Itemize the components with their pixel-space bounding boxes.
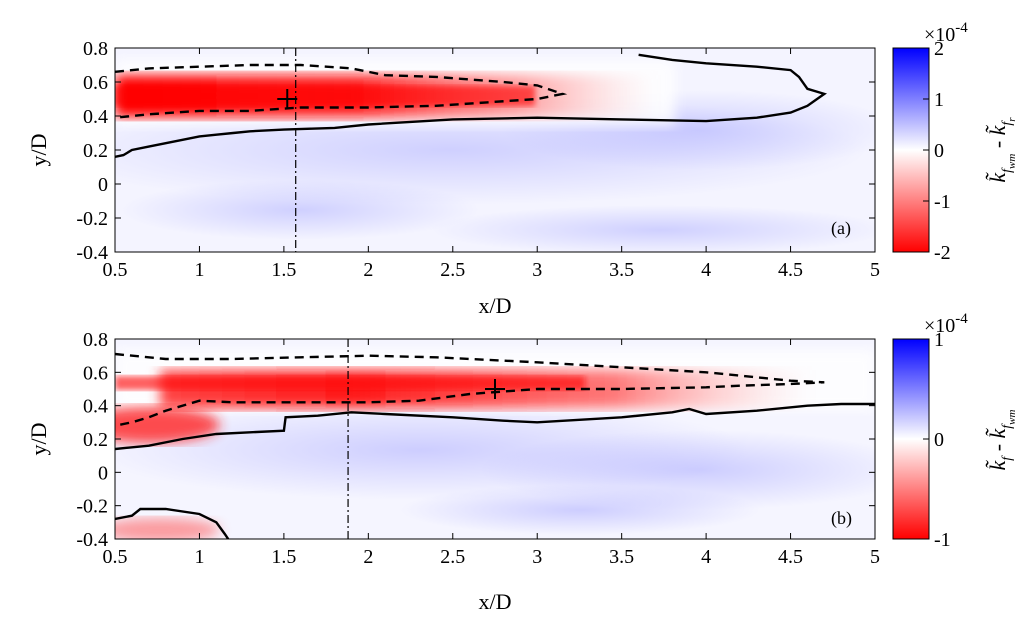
y-tick-label: 0.2 xyxy=(83,140,108,162)
colorbar-tick-label: -2 xyxy=(934,242,951,264)
x-tick-label: 2.5 xyxy=(440,259,465,281)
x-tick-label: 3.5 xyxy=(609,259,634,281)
y-tick-label: 0.6 xyxy=(83,72,108,94)
colorbar-tick-label: 0 xyxy=(934,429,944,451)
x-tick-label: 4 xyxy=(701,546,711,568)
y-tick-label: 0.4 xyxy=(83,396,108,418)
y-tick-label: -0.4 xyxy=(76,529,108,551)
marker-b xyxy=(485,379,505,399)
x-tick-label: 2 xyxy=(363,259,373,281)
y-tick-label: 0.2 xyxy=(83,429,108,451)
y-tick-label: 0.8 xyxy=(83,329,108,351)
panel-label-b: (b) xyxy=(831,508,852,529)
y-tick-label: -0.2 xyxy=(76,496,108,518)
y-tick-label: 0 xyxy=(98,462,108,484)
y-tick-label: -0.2 xyxy=(76,208,108,230)
x-tick-label: 1 xyxy=(194,546,204,568)
x-tick-label: 1.5 xyxy=(271,259,296,281)
x-tick-label: 2.5 xyxy=(440,546,465,568)
x-tick-label: 3 xyxy=(532,546,542,568)
x-tick-label: 1 xyxy=(194,259,204,281)
ticks-b: 0.5 1 1.5 2 2.5 3 3.5 4 4.5 5 0.8 0.6 0.4 0.2 0 -0.2 -0.… xyxy=(76,329,880,568)
xlabel-a: x/D xyxy=(479,293,512,318)
y-tick-label: 0.6 xyxy=(83,362,108,384)
colorbar-tick-label: 1 xyxy=(934,329,944,351)
x-tick-label: 4 xyxy=(701,259,711,281)
x-tick-label: 0.5 xyxy=(103,259,128,281)
colorbar-tick-label: 2 xyxy=(934,38,944,60)
colorbar-label-b: k̃f - k̃fwm xyxy=(985,409,1017,470)
colorbar-label-a: k̃fwm - k̃fr xyxy=(985,117,1017,183)
y-tick-label: 0.8 xyxy=(83,38,108,60)
y-tick-label: 0.4 xyxy=(83,106,108,128)
panel-label-a: (a) xyxy=(831,218,851,239)
y-tick-label: -0.4 xyxy=(76,242,108,264)
x-tick-label: 5 xyxy=(870,546,880,568)
x-tick-label: 4.5 xyxy=(778,546,803,568)
ylabel-a: y/D xyxy=(26,134,51,167)
x-tick-label: 1.5 xyxy=(271,546,296,568)
colorbar-scale-b: ×10-4 xyxy=(924,311,968,337)
marker-a xyxy=(277,89,298,109)
x-tick-label: 3 xyxy=(532,259,542,281)
x-tick-label: 5 xyxy=(870,259,880,281)
colorbar-tick-label: 1 xyxy=(934,89,944,111)
dashed-contour-a xyxy=(115,63,568,119)
y-tick-label: 0 xyxy=(98,174,108,196)
panel-b: 0.5 1 1.5 2 2.5 3 3.5 4 4.5 5 0.8 0.6 0.4 0.2 0 -0.2 -0.… xyxy=(26,311,1017,614)
heatmap-a xyxy=(115,60,875,252)
ticks-a: 0.5 1 1.5 2 2.5 3 3.5 4 4.5 5 0.8 0.6 0.4 0.2 0 -0.2 -0.… xyxy=(76,38,880,281)
colorbar-tick-label: -1 xyxy=(934,529,951,551)
ylabel-b: y/D xyxy=(26,423,51,456)
colorbar-scale-a: ×10-4 xyxy=(924,20,968,46)
solid-contour-b xyxy=(115,402,875,451)
colorbar-ticks-a: 2 1 0 -1 -2 xyxy=(923,38,951,264)
solid-contour-b-lower xyxy=(115,507,230,539)
colorbar-ticks-b: 1 0 -1 xyxy=(923,329,951,551)
x-tick-label: 4.5 xyxy=(778,259,803,281)
xlabel-b: x/D xyxy=(479,589,512,614)
x-tick-label: 3.5 xyxy=(609,546,634,568)
solid-contour-a xyxy=(115,53,828,158)
x-tick-label: 2 xyxy=(363,546,373,568)
panel-a: 0.5 1 1.5 2 2.5 3 3.5 4 4.5 5 0.8 0.6 0.4 0.2 0 -0.2 -0.… xyxy=(26,20,1017,318)
colorbar-tick-label: -1 xyxy=(934,191,951,213)
colorbar-tick-label: 0 xyxy=(934,140,944,162)
x-tick-label: 0.5 xyxy=(103,546,128,568)
dashed-contour-b xyxy=(115,352,825,427)
